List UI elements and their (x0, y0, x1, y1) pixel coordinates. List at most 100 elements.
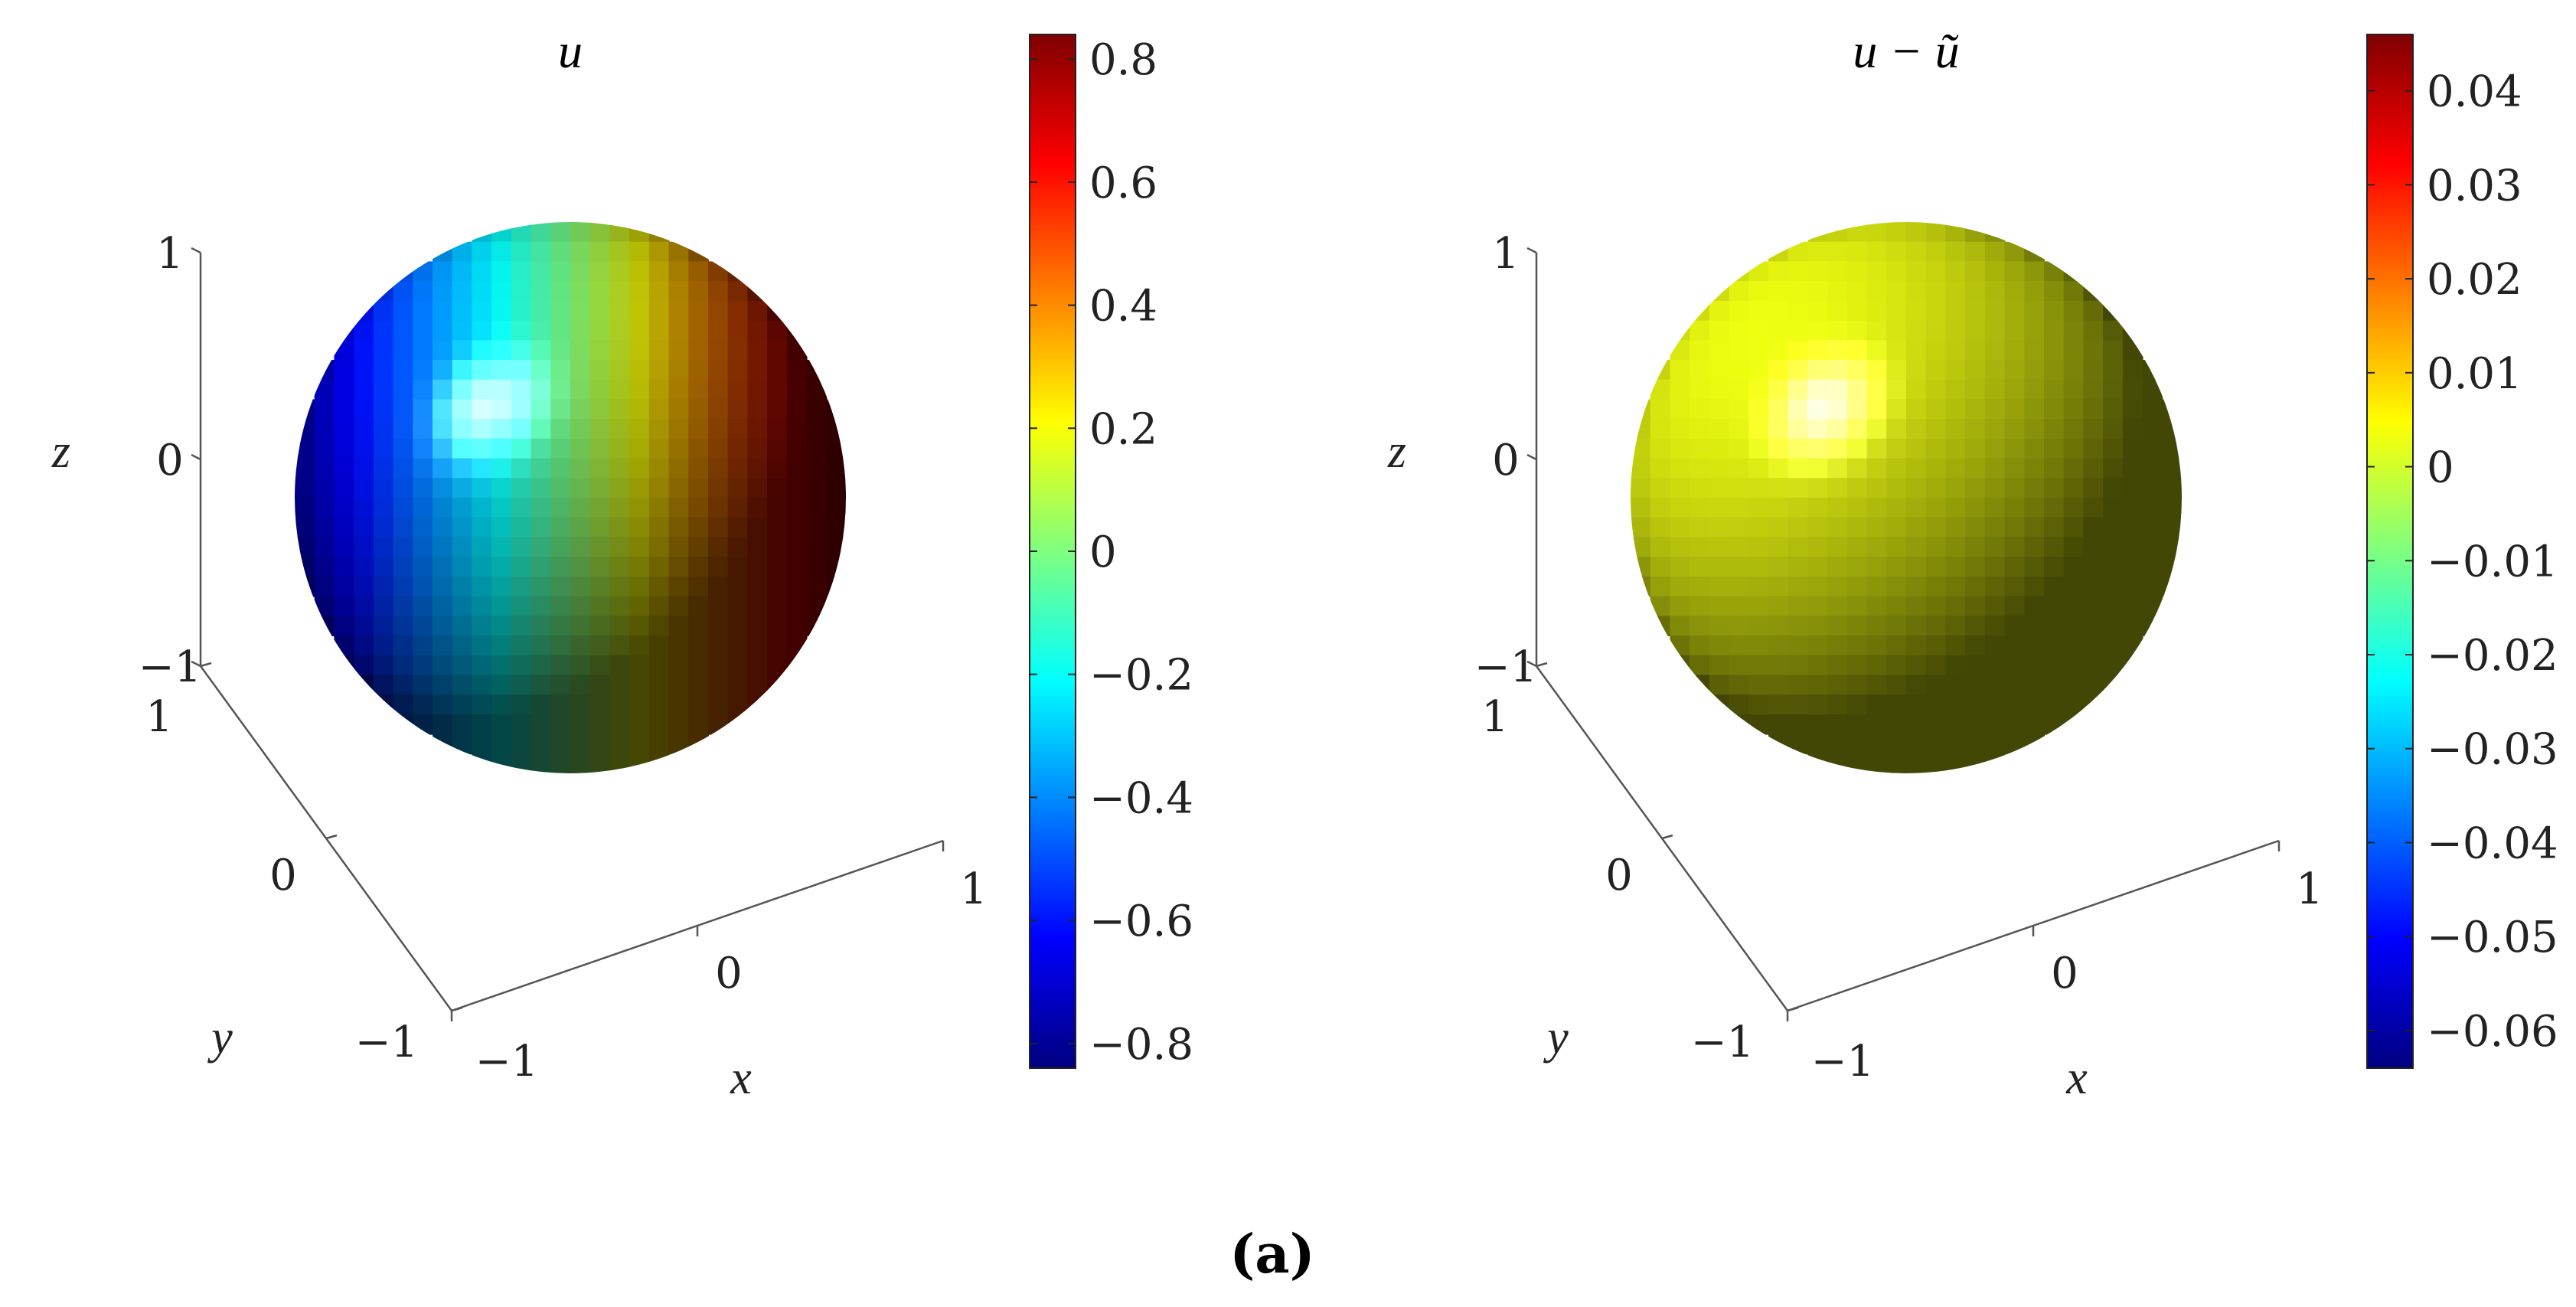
surface-patch (1827, 734, 1848, 755)
surface-patch (648, 498, 670, 518)
surface-patch (609, 557, 631, 577)
colorbar-tick-label: 0 (2427, 443, 2454, 493)
surface-patch (2142, 478, 2163, 498)
surface-patch (1709, 537, 1730, 558)
surface-patch (806, 576, 828, 597)
surface-patch (767, 616, 788, 636)
surface-patch (806, 438, 828, 459)
surface-patch (1768, 616, 1789, 636)
surface-patch (648, 694, 670, 715)
colorbar-tick-label: 0.02 (2427, 255, 2522, 305)
surface-patch (2103, 675, 2124, 696)
surface-patch (531, 557, 552, 577)
z-axis-tick (191, 660, 201, 668)
y-tick-label: 0 (1605, 851, 1633, 900)
surface-patch (1945, 636, 1967, 656)
surface-patch (511, 616, 532, 636)
surface-patch (1886, 222, 1907, 243)
surface-patch (589, 694, 611, 715)
surface-patch (1965, 478, 1986, 498)
surface-patch (373, 655, 394, 676)
surface-patch (688, 576, 709, 597)
surface-patch (806, 537, 828, 558)
surface-patch (1650, 379, 1671, 400)
surface-patch (1984, 379, 2006, 400)
surface-patch (413, 517, 433, 538)
surface-patch (1866, 340, 1888, 361)
y-axis-tick (325, 834, 338, 840)
surface-patch (1866, 419, 1888, 439)
surface-patch (550, 340, 571, 361)
surface-patch (589, 458, 611, 479)
surface-patch (1866, 694, 1888, 715)
surface-patch (609, 360, 631, 381)
surface-patch (1925, 320, 1947, 341)
surface-patch (2063, 281, 2085, 302)
surface-patch (2044, 675, 2065, 696)
surface-patch (472, 714, 493, 735)
surface-patch (668, 261, 690, 283)
surface-patch (1788, 734, 1809, 755)
surface-patch (373, 596, 394, 617)
surface-patch (1650, 517, 1671, 538)
surface-patch (1886, 360, 1907, 381)
surface-patch (1925, 438, 1947, 459)
surface-patch (2122, 320, 2143, 341)
surface-patch (550, 379, 571, 400)
surface-patch (727, 596, 749, 617)
surface-patch (511, 379, 532, 400)
surface-patch (491, 714, 512, 735)
surface-patch (2024, 576, 2045, 597)
surface-patch (2162, 557, 2182, 577)
surface-patch (452, 616, 473, 636)
surface-patch (2122, 340, 2143, 361)
surface-patch (314, 517, 335, 538)
surface-patch (589, 675, 611, 696)
colorbar-tick-label: 0.8 (1089, 35, 1157, 85)
surface-patch (1965, 300, 1986, 322)
surface-patch (1925, 714, 1947, 735)
surface-patch (472, 458, 493, 479)
surface-patch (1788, 478, 1809, 498)
surface-patch (1748, 498, 1769, 518)
surface-patch (433, 576, 453, 597)
colorbar-tick-label: −0.4 (1089, 773, 1193, 823)
surface-patch (2083, 281, 2104, 302)
surface-patch (2044, 557, 2065, 577)
surface-patch (550, 281, 571, 302)
surface-patch (629, 498, 650, 518)
surface-patch (688, 596, 709, 617)
surface-patch (806, 360, 828, 381)
surface-patch (1631, 458, 1651, 479)
surface-patch (1807, 714, 1829, 735)
surface-patch (826, 419, 846, 439)
surface-patch (609, 675, 631, 696)
surface-patch (2122, 399, 2143, 420)
surface-patch (1807, 340, 1829, 361)
surface-patch (648, 596, 670, 617)
surface-patch (1945, 320, 1967, 341)
colorbar-tick-label: −0.04 (2427, 819, 2558, 868)
surface-patch (1709, 557, 1730, 577)
surface-patch (1768, 675, 1789, 696)
surface-patch (1807, 636, 1829, 656)
surface-patch (1906, 458, 1927, 479)
surface-patch (1866, 655, 1888, 676)
surface-patch (1886, 478, 1907, 498)
surface-patch (767, 675, 788, 696)
surface-patch (2122, 537, 2143, 558)
surface-patch (1965, 694, 1986, 715)
surface-patch (589, 261, 611, 283)
surface-patch (1945, 300, 1967, 322)
surface-patch (806, 458, 828, 479)
surface-patch (1945, 537, 1967, 558)
surface-patch (629, 576, 650, 597)
surface-patch (550, 714, 571, 735)
surface-patch (648, 300, 670, 322)
surface-patch (1965, 537, 1986, 558)
surface-patch (2044, 379, 2065, 400)
surface-patch (2024, 241, 2045, 263)
surface-patch (1846, 360, 1868, 381)
surface-patch (314, 379, 335, 400)
surface-patch (570, 557, 591, 577)
